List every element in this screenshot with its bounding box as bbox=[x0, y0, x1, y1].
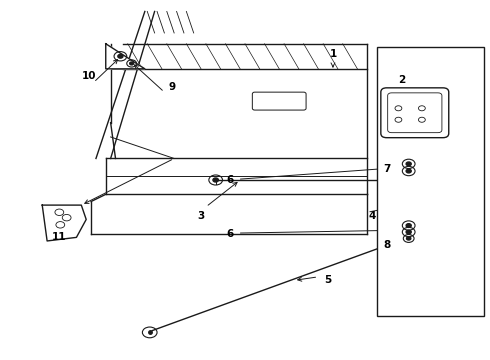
Text: 6: 6 bbox=[227, 229, 234, 239]
Polygon shape bbox=[42, 205, 86, 241]
Circle shape bbox=[406, 162, 411, 166]
Text: 2: 2 bbox=[398, 75, 405, 85]
Text: 3: 3 bbox=[197, 211, 205, 221]
FancyBboxPatch shape bbox=[381, 88, 449, 138]
Text: 5: 5 bbox=[324, 275, 332, 285]
Circle shape bbox=[406, 224, 411, 228]
FancyBboxPatch shape bbox=[252, 92, 306, 110]
Circle shape bbox=[406, 169, 411, 173]
Text: 1: 1 bbox=[329, 49, 337, 59]
FancyBboxPatch shape bbox=[388, 93, 442, 133]
Text: 9: 9 bbox=[168, 82, 175, 92]
Text: 6: 6 bbox=[227, 175, 234, 185]
Circle shape bbox=[130, 62, 134, 65]
Text: 10: 10 bbox=[81, 71, 96, 81]
Circle shape bbox=[407, 237, 411, 240]
Circle shape bbox=[213, 178, 219, 182]
Text: 4: 4 bbox=[368, 211, 376, 221]
Bar bbox=[377, 47, 485, 316]
Text: 8: 8 bbox=[383, 239, 391, 249]
Circle shape bbox=[118, 54, 123, 58]
Text: 11: 11 bbox=[52, 232, 67, 242]
Circle shape bbox=[406, 230, 411, 234]
Text: 7: 7 bbox=[383, 164, 391, 174]
Polygon shape bbox=[106, 44, 145, 69]
